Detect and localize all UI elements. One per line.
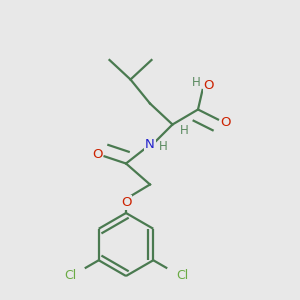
Text: N: N bbox=[145, 137, 155, 151]
Text: O: O bbox=[220, 116, 231, 130]
Text: Cl: Cl bbox=[64, 269, 76, 282]
Text: O: O bbox=[121, 196, 131, 209]
Text: H: H bbox=[192, 76, 201, 89]
Text: H: H bbox=[159, 140, 168, 154]
Text: H: H bbox=[179, 124, 188, 137]
Text: O: O bbox=[203, 79, 214, 92]
Text: O: O bbox=[92, 148, 103, 161]
Text: Cl: Cl bbox=[176, 269, 188, 282]
